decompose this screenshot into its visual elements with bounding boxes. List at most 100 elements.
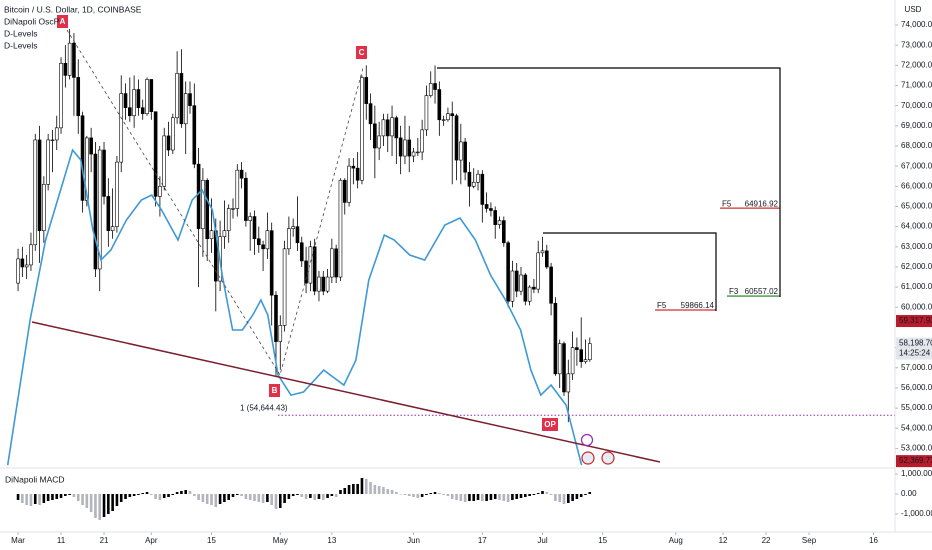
macd-bar [339, 490, 342, 494]
macd-bar [154, 494, 157, 499]
x-tick-label: Sep [802, 536, 817, 545]
macd-bar [214, 494, 218, 507]
macd-bar [253, 494, 256, 501]
macd-bar [244, 494, 248, 499]
macd-bar [493, 494, 497, 499]
macd-bar [416, 494, 420, 498]
macd-bar [420, 494, 424, 497]
y-tick-label: 60,000.00 [901, 302, 932, 311]
y-tick-label: 54,000.00 [901, 423, 932, 432]
macd-bar [51, 494, 54, 500]
y-tick-label: 64,000.00 [901, 222, 932, 231]
macd-bar [541, 491, 544, 494]
candle-body [394, 117, 399, 139]
macd-bar [511, 494, 514, 500]
currency-label: USD [905, 5, 922, 14]
candle-body [115, 161, 119, 227]
indicator-label: DiNapoli OscP [4, 16, 60, 26]
level-value: 59866.14 [681, 301, 715, 310]
macd-bar [76, 494, 80, 501]
candle-body [437, 89, 442, 121]
macd-bar [360, 478, 364, 494]
candle-body [390, 117, 394, 137]
point-label: C [359, 48, 365, 57]
y-tick-label: 73,000.00 [901, 40, 932, 49]
x-tick-label: Jul [537, 536, 547, 545]
macd-bar [270, 494, 273, 505]
y-tick-label: 67,000.00 [901, 161, 932, 170]
macd-bar [498, 494, 501, 500]
macd-bar [132, 494, 136, 496]
candle-body [80, 115, 85, 201]
y-tick-label: 66,000.00 [901, 181, 932, 190]
macd-bar [175, 492, 179, 494]
macd-bar [210, 494, 213, 505]
macd-bar [107, 494, 110, 514]
macd-bar [506, 494, 510, 502]
macd-bar [197, 494, 200, 500]
candle-body [261, 244, 265, 250]
candle-body [67, 42, 72, 76]
event-icon[interactable] [580, 433, 594, 447]
candle-body [205, 179, 209, 240]
macd-bar [94, 494, 97, 518]
macd-bar [317, 494, 321, 499]
candle-body [256, 238, 261, 246]
event-icon[interactable] [601, 451, 615, 465]
candle-body [123, 93, 128, 108]
event-icon[interactable] [581, 451, 595, 465]
candle-body [179, 73, 184, 125]
candle-body [222, 230, 227, 238]
macd-bar [16, 494, 20, 500]
macd-bar [390, 490, 394, 494]
candle-body [132, 89, 136, 117]
macd-bar [89, 494, 93, 512]
candle-body [140, 107, 145, 115]
candle-body [338, 179, 343, 278]
macd-bar [528, 494, 531, 496]
macd-bar [450, 494, 454, 499]
candle-body [166, 135, 171, 151]
point-label: B [272, 386, 278, 395]
candle-body [463, 141, 467, 173]
x-tick-label: 15 [598, 536, 607, 545]
candle-body [59, 63, 63, 129]
price-tag [896, 337, 932, 360]
candle-body [360, 77, 364, 181]
candle-body [54, 127, 59, 141]
macd-bar [330, 494, 334, 496]
candle-body [368, 103, 373, 125]
y-tick-label: 74,000.00 [901, 20, 932, 29]
candle-body [97, 149, 102, 270]
x-tick-label: 11 [57, 536, 66, 545]
price-tag [896, 315, 932, 328]
x-tick-label: Aug [669, 536, 683, 545]
macd-bar [515, 494, 519, 499]
candle-body [299, 242, 304, 262]
trend-line [31, 321, 661, 463]
candle-body [265, 230, 270, 250]
y-tick-label: 72,000.00 [901, 60, 932, 69]
macd-bar [442, 494, 445, 495]
candle-body [480, 173, 485, 205]
macd-bar [575, 494, 579, 499]
candle-body [489, 208, 493, 211]
price-tag [896, 455, 932, 468]
candle-body [510, 270, 515, 302]
macd-bar [584, 494, 587, 495]
macd-bar [425, 494, 428, 495]
macd-bar [304, 494, 308, 499]
chart-title: Bitcoin / U.S. Dollar, 1D, COINBASE [4, 4, 142, 14]
macd-bar [145, 492, 149, 494]
macd-bar [115, 494, 119, 506]
macd-bar [502, 494, 506, 501]
candle-body [287, 228, 291, 250]
macd-bar [364, 479, 368, 494]
macd-bar [119, 494, 123, 502]
candle-body [351, 165, 356, 169]
candle-body [424, 95, 429, 131]
macd-bar [343, 488, 347, 494]
candle-body [471, 181, 476, 187]
candle-body [497, 220, 502, 225]
indicator-label: DiNapoli MACD [5, 474, 65, 484]
